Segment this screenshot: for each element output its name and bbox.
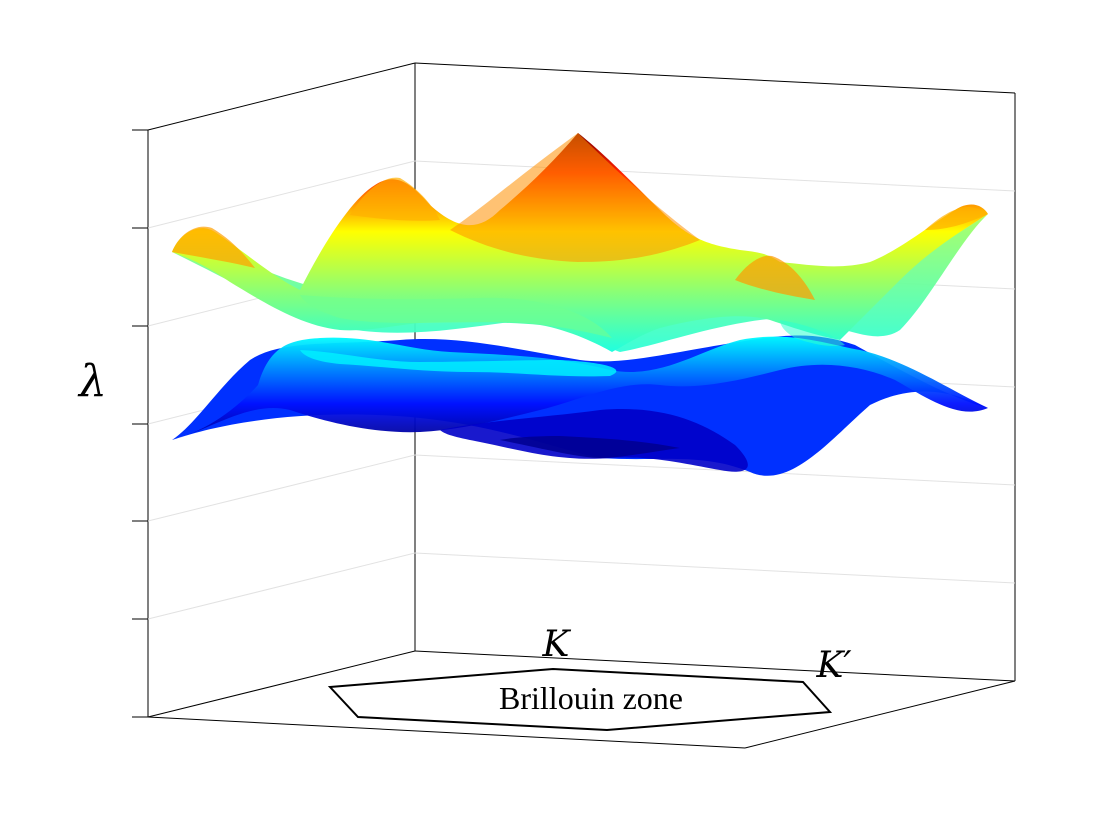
- floor-left-back-edge: [147, 650, 416, 718]
- floor-back-edge: [414, 650, 1016, 682]
- upper-band-right-bump: [735, 255, 815, 300]
- brillouin-zone: Brillouin zone K K′: [327, 624, 852, 732]
- top-left-edge: [147, 62, 416, 131]
- lower-band-center-dip: [500, 436, 680, 458]
- grid-line: [414, 160, 1016, 192]
- grid-line: [414, 552, 1016, 584]
- grid-line: [147, 160, 416, 229]
- lower-band-surface: [172, 335, 988, 476]
- z-axis-label: λ: [77, 356, 107, 407]
- grid-line: [414, 454, 1016, 486]
- upper-band-orange-peak: [450, 133, 700, 262]
- upper-band-left-bump: [172, 226, 255, 268]
- brillouin-zone-label: Brillouin zone: [499, 680, 683, 716]
- upper-band-far-right-bump: [925, 206, 988, 230]
- top-back-edge: [414, 62, 1016, 94]
- floor-right-edge: [744, 680, 1016, 749]
- grid-line: [147, 552, 416, 620]
- z-axis-ticks: [132, 129, 148, 718]
- upper-band-green-trough: [300, 295, 612, 338]
- k-prime-point-label: K′: [815, 645, 851, 686]
- floor-front-edge: [147, 716, 746, 749]
- lower-band-cyan-ridge: [300, 350, 617, 377]
- upper-band-cyan-edge: [780, 320, 845, 347]
- k-point-label: K: [542, 624, 572, 665]
- grid-line: [147, 454, 416, 522]
- upper-band-back-left-bump: [350, 177, 440, 221]
- upper-band-surface: [172, 133, 988, 352]
- brillouin-zone-hexagon: [327, 667, 833, 732]
